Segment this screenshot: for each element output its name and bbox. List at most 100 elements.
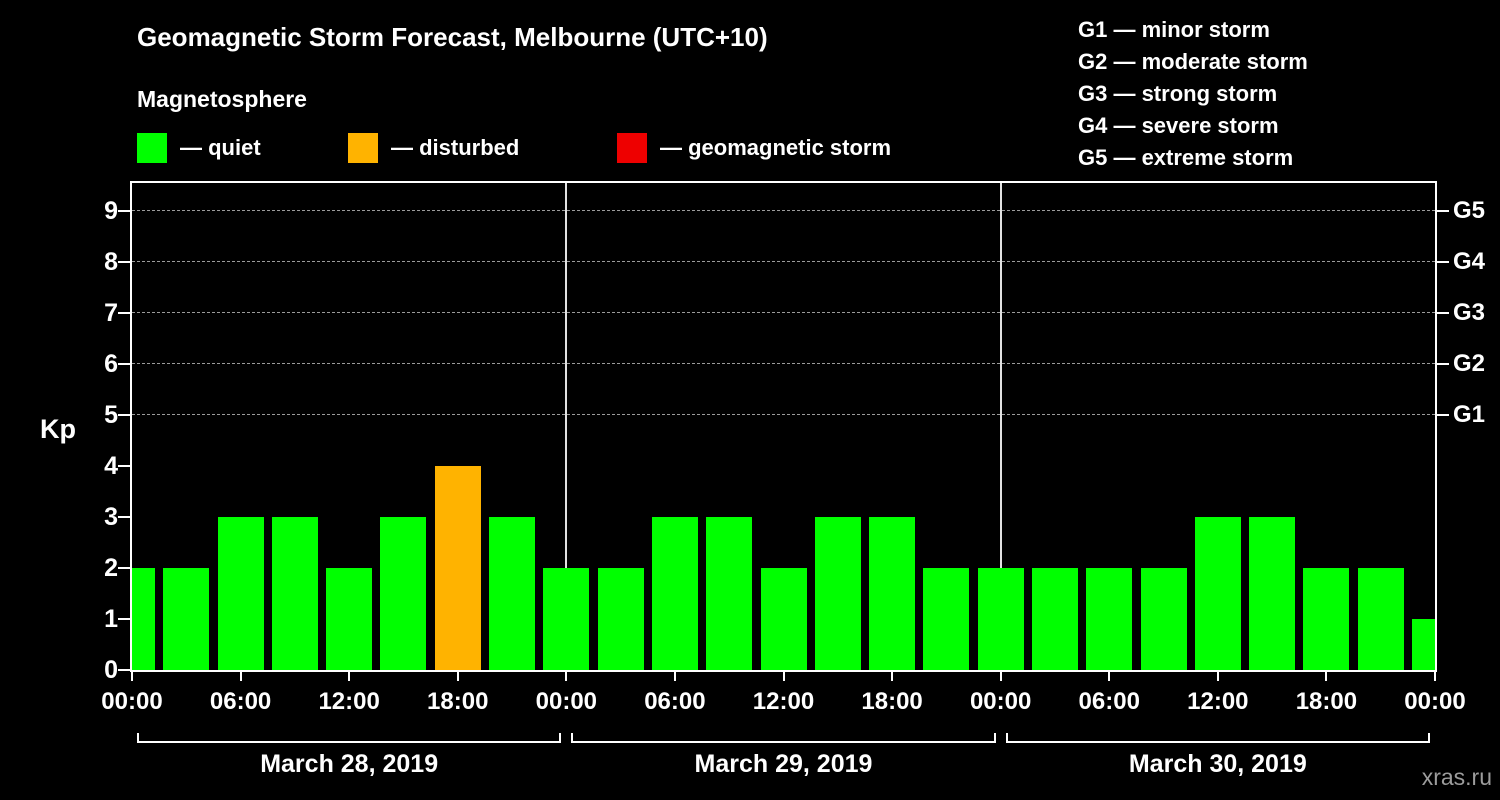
xtick-mark — [891, 672, 894, 681]
ytick-label-3: 3 — [104, 503, 118, 532]
g-legend-line-g1: G1 — minor storm — [1078, 17, 1270, 42]
ytick-label-2: 2 — [104, 554, 118, 582]
ytick-label-7: 7 — [104, 299, 118, 328]
g-legend-line-g2: G2 — moderate storm — [1078, 49, 1308, 74]
ytick-label-0: 0 — [104, 656, 118, 684]
kp-bar — [814, 517, 861, 670]
kp-bar — [1140, 568, 1187, 670]
kp-bar — [923, 568, 970, 670]
kp-bar — [706, 517, 753, 670]
chart-subtitle: Magnetosphere — [137, 86, 307, 112]
kp-bar — [977, 568, 1024, 670]
g-scale-legend: G1 — minor storm G2 — moderate storm G3 … — [1078, 14, 1308, 174]
legend-item-storm: — geomagnetic storm — [617, 133, 891, 163]
kp-bar — [132, 568, 155, 670]
xtick-mark — [673, 672, 676, 681]
g-tick-mark — [1437, 210, 1449, 213]
xtick-label: 18:00 — [427, 688, 489, 715]
storm-swatch-icon — [617, 133, 647, 163]
ytick-mark — [118, 516, 130, 519]
xtick-mark — [1108, 672, 1111, 681]
disturbed-swatch-icon — [348, 133, 378, 163]
xtick-label: 06:00 — [1078, 688, 1140, 715]
kp-bar — [543, 568, 590, 670]
kp-bar — [651, 517, 698, 670]
ytick-mark — [118, 363, 130, 366]
gridline-kp9 — [132, 210, 1435, 212]
xtick-label: 00:00 — [101, 688, 163, 715]
xtick-mark — [1216, 672, 1219, 681]
ytick-mark — [118, 312, 130, 315]
day-label: March 30, 2019 — [1128, 750, 1307, 778]
ytick-label-9: 9 — [104, 197, 118, 226]
g-axis-label-g3: G3 — [1453, 299, 1486, 327]
xtick-label: 00:00 — [535, 688, 598, 715]
kp-bar — [1194, 517, 1241, 670]
xtick-mark — [782, 672, 785, 681]
ytick-mark — [118, 465, 130, 468]
legend-label-disturbed: — disturbed — [391, 135, 520, 160]
kp-bar — [1303, 568, 1350, 670]
kp-bar — [1031, 568, 1078, 670]
legend-label-quiet: — quiet — [180, 135, 261, 160]
xtick-label: 06:00 — [209, 688, 272, 715]
ytick-mark — [118, 567, 130, 569]
ytick-mark — [118, 414, 130, 417]
legend-label-storm: — geomagnetic storm — [660, 135, 892, 160]
xtick-mark — [1434, 672, 1436, 681]
kp-bar — [869, 517, 916, 670]
kp-bar — [760, 568, 807, 670]
ytick-label-8: 8 — [104, 248, 118, 277]
day-boundary-line — [999, 183, 1002, 670]
xtick-mark — [131, 672, 133, 681]
day-bracket — [571, 733, 996, 743]
legend-item-disturbed: — disturbed — [348, 133, 519, 163]
kp-bar — [1249, 517, 1296, 670]
xtick-label: 00:00 — [969, 688, 1032, 715]
ytick-mark — [118, 669, 130, 671]
kp-bar — [1357, 568, 1404, 670]
gridline-kp6 — [132, 363, 1435, 365]
quiet-swatch-icon — [137, 133, 167, 163]
g-tick-mark — [1437, 312, 1449, 315]
kp-bar — [326, 568, 373, 670]
ytick-mark — [118, 210, 130, 213]
kp-bar — [489, 517, 536, 670]
kp-bar — [217, 517, 264, 670]
kp-bar — [434, 466, 481, 670]
xtick-mark — [456, 672, 459, 681]
day-label: March 28, 2019 — [260, 750, 439, 778]
xtick-label: 12:00 — [752, 688, 815, 715]
ytick-mark — [118, 618, 130, 620]
ytick-mark — [118, 261, 130, 264]
g-axis-label-g5: G5 — [1453, 197, 1486, 225]
xtick-label: 06:00 — [644, 688, 706, 715]
g-tick-mark — [1437, 261, 1449, 264]
kp-bar — [163, 568, 210, 670]
gridline-kp7 — [132, 312, 1435, 314]
kp-bar — [1086, 568, 1133, 670]
y-axis-label: Kp — [40, 414, 76, 444]
g-tick-mark — [1437, 414, 1449, 417]
gridline-kp8 — [132, 261, 1435, 263]
legend-item-quiet: — quiet — [137, 133, 261, 163]
day-bracket — [1005, 733, 1430, 743]
xtick-mark — [999, 672, 1002, 681]
xtick-mark — [239, 672, 242, 681]
ytick-label-6: 6 — [104, 350, 118, 379]
chart-title: Geomagnetic Storm Forecast, Melbourne (U… — [137, 22, 768, 52]
g-axis-label-g4: G4 — [1453, 248, 1486, 276]
day-label: March 29, 2019 — [694, 750, 873, 778]
xtick-mark — [1325, 672, 1328, 681]
xtick-label: 12:00 — [1187, 688, 1249, 715]
kp-bar — [380, 517, 427, 670]
ytick-label-1: 1 — [104, 605, 118, 633]
day-boundary-line — [565, 183, 568, 670]
gridline-kp5 — [132, 414, 1435, 416]
g-axis-label-g1: G1 — [1453, 401, 1486, 429]
ytick-label-5: 5 — [104, 401, 118, 430]
g-legend-line-g3: G3 — strong storm — [1078, 81, 1278, 106]
xtick-label: 12:00 — [318, 688, 380, 715]
g-legend-line-g4: G4 — severe storm — [1078, 113, 1279, 138]
